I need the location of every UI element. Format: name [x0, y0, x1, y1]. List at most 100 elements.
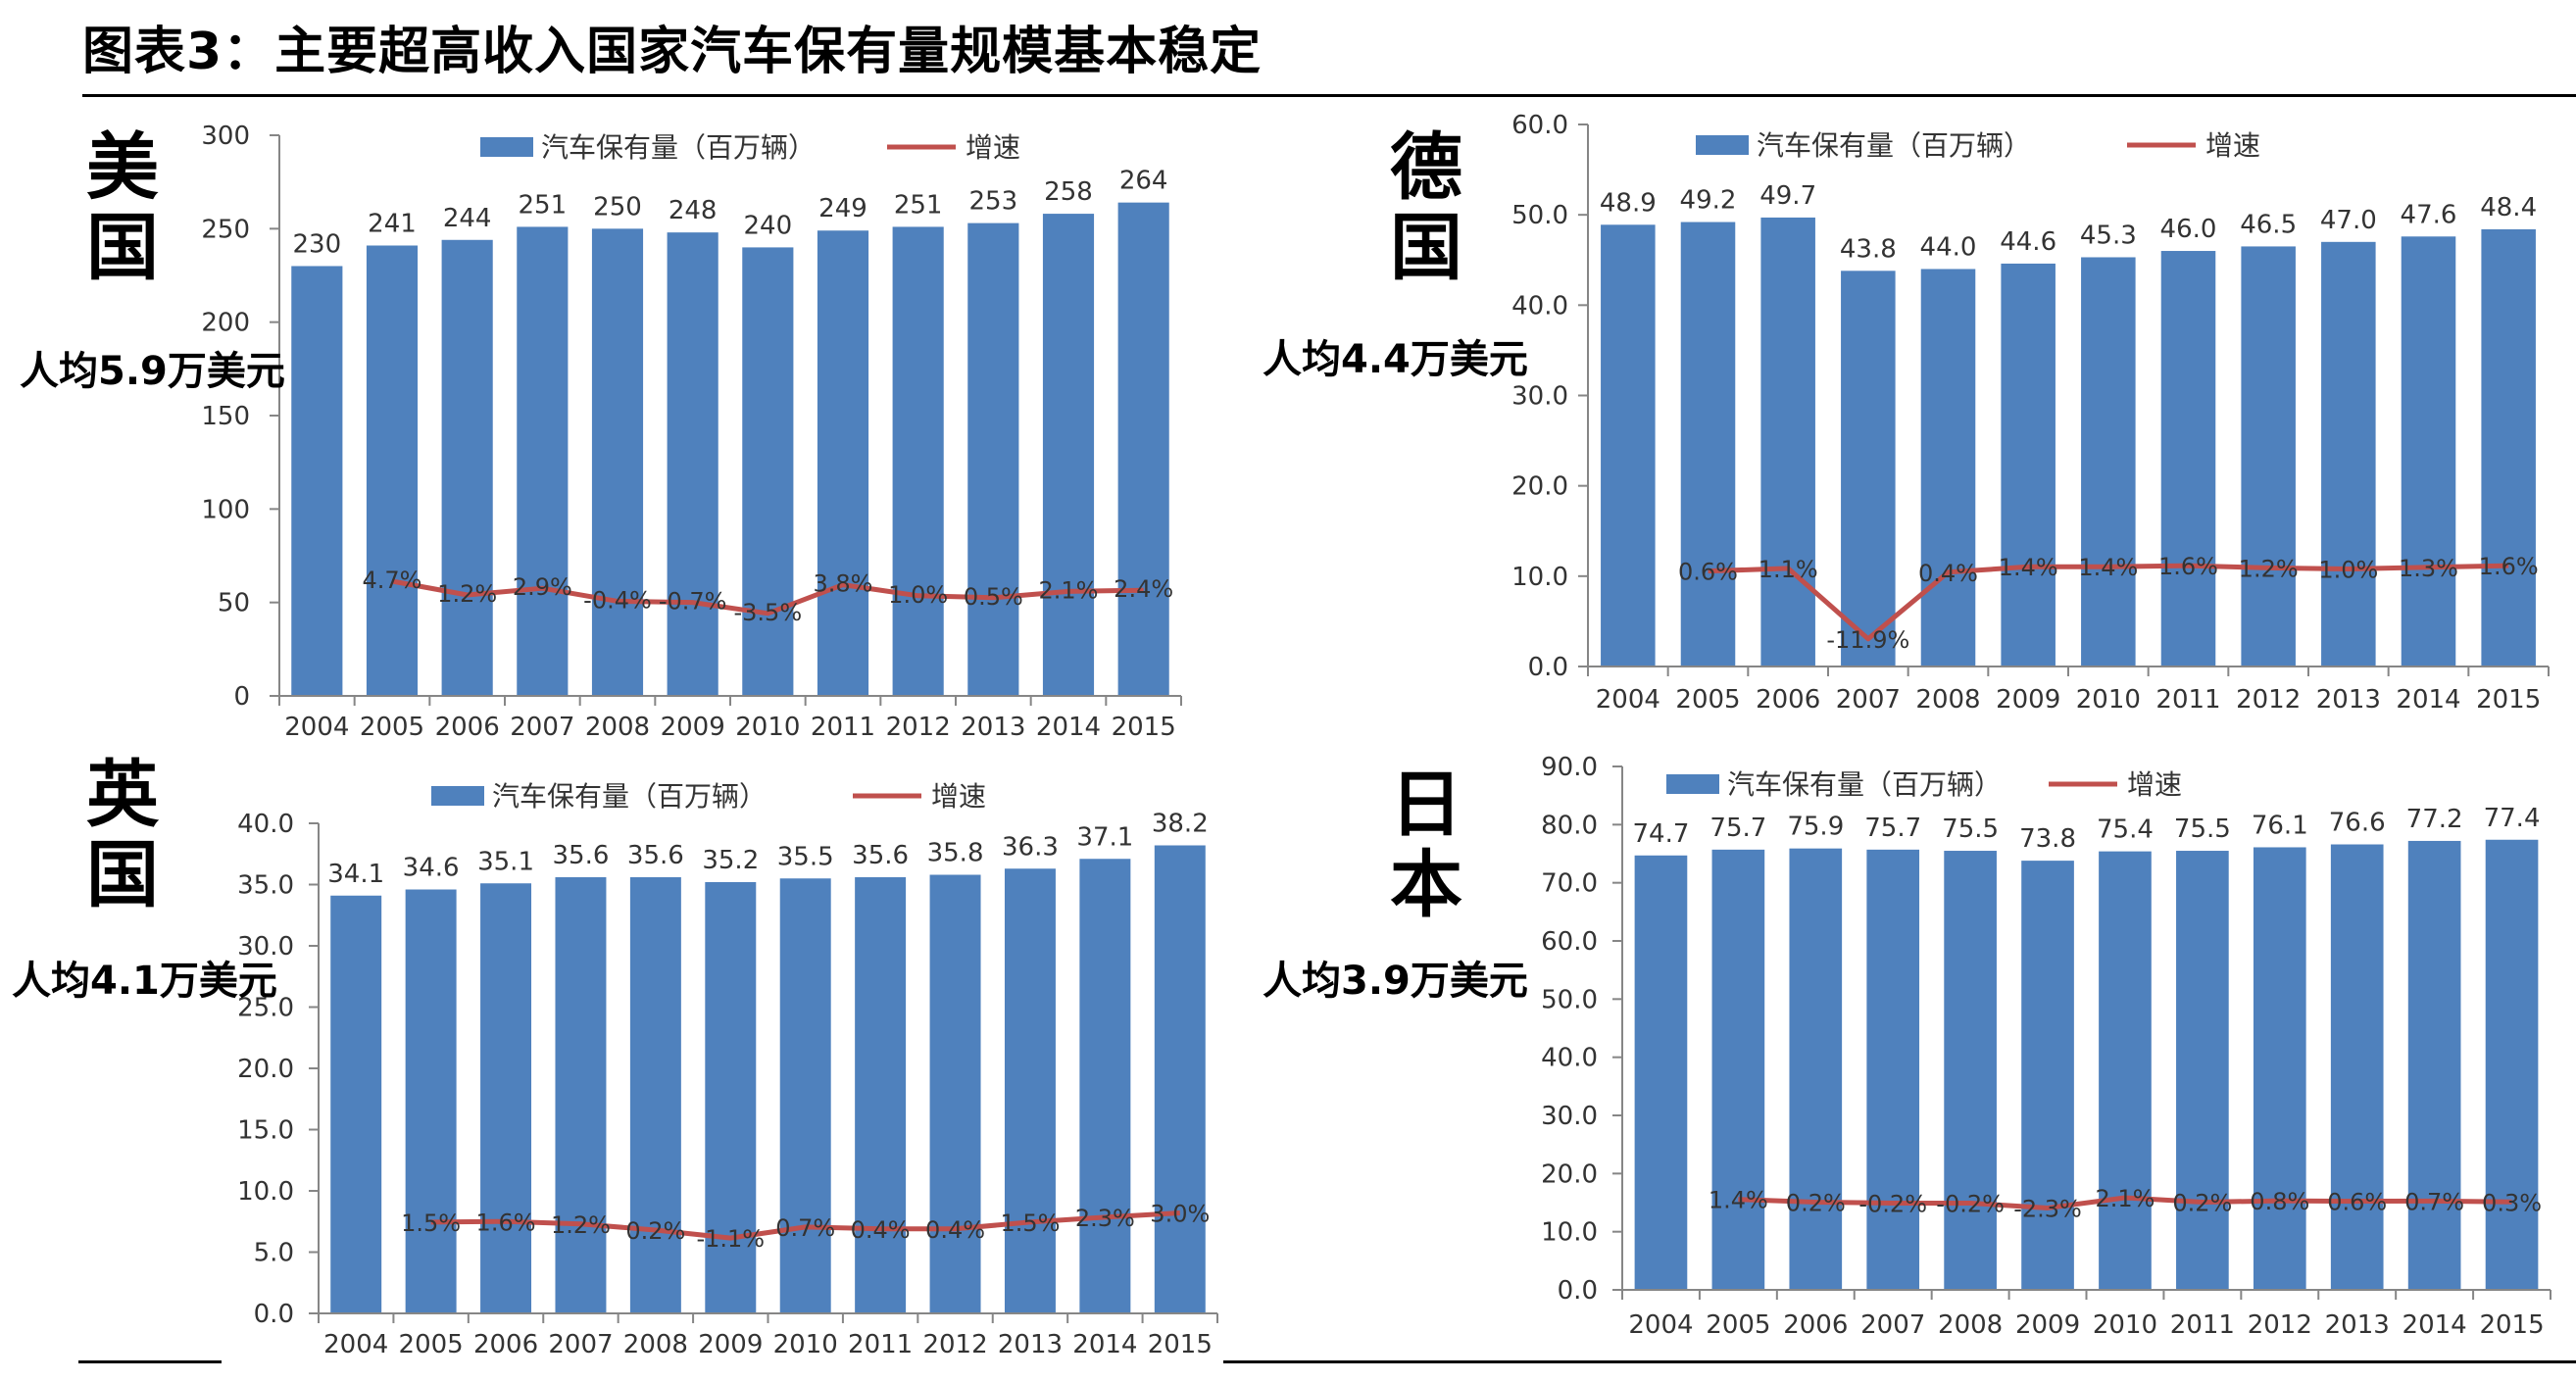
y-tick-label: 0	[233, 682, 250, 712]
bar	[1601, 224, 1656, 666]
bar	[291, 266, 343, 696]
growth-label: 0.4%	[1918, 560, 1978, 587]
x-tick-label: 2009	[2015, 1310, 2080, 1340]
bar	[366, 245, 419, 696]
bar-value-label: 249	[818, 194, 867, 223]
country-char: 日	[1390, 763, 1462, 847]
x-tick-label: 2013	[2325, 1310, 2390, 1340]
bar	[1944, 851, 1997, 1290]
bar-value-label: 38.2	[1152, 810, 1209, 839]
bar-value-label: 44.0	[1920, 232, 1977, 262]
y-tick-label: 300	[201, 122, 250, 151]
x-tick-label: 2014	[1072, 1330, 1137, 1359]
growth-label: 3.8%	[814, 570, 873, 598]
bar	[2485, 839, 2539, 1290]
growth-label: 1.6%	[2158, 553, 2218, 580]
bar-value-label: 251	[894, 190, 943, 220]
legend-bar-swatch	[480, 137, 533, 157]
x-tick-label: 2006	[1783, 1310, 1848, 1340]
y-tick-label: 30.0	[1541, 1102, 1598, 1131]
growth-label: 2.3%	[1075, 1205, 1135, 1232]
y-tick-label: 20.0	[237, 1055, 294, 1084]
y-tick-label: 15.0	[237, 1116, 294, 1146]
y-tick-label: 20.0	[1541, 1160, 1598, 1189]
legend-line-label: 增速	[2205, 129, 2260, 162]
growth-label: 0.6%	[1678, 559, 1738, 586]
bar-value-label: 258	[1044, 177, 1093, 207]
x-tick-label: 2006	[435, 713, 500, 742]
x-tick-label: 2015	[2476, 685, 2541, 715]
y-tick-label: 70.0	[1541, 869, 1598, 899]
bar	[1079, 859, 1131, 1313]
x-tick-label: 2015	[1112, 713, 1176, 742]
bar	[1042, 214, 1095, 696]
bar-value-label: 45.3	[2080, 221, 2137, 250]
x-tick-label: 2010	[773, 1330, 838, 1359]
growth-line	[430, 1210, 1180, 1241]
page-title: 图表3：主要超高收入国家汽车保有量规模基本稳定	[82, 23, 1263, 81]
bar-value-label: 35.1	[477, 847, 534, 876]
x-tick-label: 2005	[1706, 1310, 1770, 1340]
bar	[405, 889, 457, 1313]
chart-de: 汽车保有量（百万辆） 增速 0.0 10.0 20.0 30.0 40.0 50.0 60.0 4…	[1511, 111, 2550, 715]
bar-value-label: 37.1	[1076, 822, 1133, 852]
x-tick-label: 2008	[1938, 1310, 2003, 1340]
chart-panel-de: 汽车保有量（百万辆） 增速 0.0 10.0 20.0 30.0 40.0 50.0 60.0 4…	[1274, 108, 2576, 745]
bar	[929, 874, 981, 1313]
bar-value-label: 48.4	[2480, 193, 2537, 222]
y-tick-label: 40.0	[1541, 1044, 1598, 1073]
bar	[2081, 257, 2136, 666]
bar	[1866, 849, 1920, 1290]
bar	[555, 877, 607, 1313]
x-tick-label: 2012	[2248, 1310, 2312, 1340]
x-tick-label: 2004	[1628, 1310, 1693, 1340]
bar	[2241, 246, 2296, 667]
chart-panel-us: 汽车保有量（百万辆） 增速 0 50 100 150 200 250 300 230 241 244 2…	[0, 108, 1274, 765]
bar-value-label: 34.6	[403, 854, 460, 883]
x-tick-label: 2007	[548, 1330, 613, 1359]
bar-value-label: 77.2	[2406, 805, 2463, 834]
bar-value-label: 35.2	[702, 846, 759, 875]
bar-value-label: 73.8	[2019, 824, 2076, 854]
y-tick-label: 30.0	[1511, 382, 1568, 412]
growth-label: 0.4%	[925, 1216, 985, 1244]
y-tick-label: 100	[201, 495, 250, 524]
legend-bar-label: 汽车保有量（百万辆）	[492, 780, 767, 813]
country-label-jp: 日 本	[1382, 765, 1470, 925]
legend-bar-swatch	[431, 786, 484, 806]
bar	[629, 877, 681, 1313]
x-tick-label: 2011	[2155, 685, 2220, 715]
bar	[2321, 241, 2376, 667]
y-tick-label: 250	[201, 215, 250, 244]
x-tick-label: 2013	[961, 713, 1025, 742]
legend-bar-swatch	[1696, 135, 1749, 155]
growth-line	[391, 578, 1144, 617]
growth-label: 0.2%	[625, 1217, 685, 1245]
bar	[1920, 269, 1976, 666]
bar	[441, 239, 493, 697]
x-tick-label: 2007	[510, 713, 574, 742]
footer-rule-left	[78, 1360, 222, 1363]
bar	[1680, 222, 1736, 666]
growth-label: -0.2%	[1936, 1190, 2005, 1217]
growth-label: 0.4%	[851, 1216, 911, 1244]
y-tick-label: 35.0	[237, 871, 294, 901]
bar-value-label: 35.6	[852, 841, 909, 870]
bar	[1760, 217, 1815, 666]
legend-bar-label: 汽车保有量（百万辆）	[1727, 768, 2002, 801]
country-char: 英	[86, 753, 159, 837]
x-tick-label: 2009	[661, 713, 725, 742]
country-char: 本	[1390, 843, 1462, 927]
x-tick-label: 2005	[360, 713, 424, 742]
bar-value-label: 75.9	[1787, 813, 1844, 842]
growth-label: 1.2%	[551, 1211, 611, 1239]
chart-uk: 汽车保有量（百万辆） 增速 0.0 5.0 10.0 15.0 20.0 25.0 30.0 35…	[237, 780, 1218, 1359]
growth-label: 1.6%	[2479, 553, 2539, 580]
growth-label: 4.7%	[363, 567, 422, 594]
growth-label: -3.5%	[734, 599, 803, 626]
growth-label: 1.5%	[1000, 1209, 1060, 1237]
bar	[967, 222, 1019, 696]
y-tick-label: 5.0	[254, 1239, 294, 1268]
chart-us: 汽车保有量（百万辆） 增速 0 50 100 150 200 250 300 230 241 244 2…	[201, 122, 1182, 742]
bar-value-label: 251	[519, 190, 568, 220]
